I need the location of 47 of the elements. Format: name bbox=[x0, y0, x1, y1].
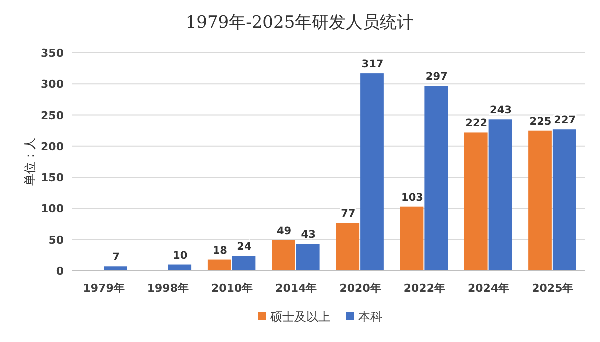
y-tick-label: 100 bbox=[41, 202, 64, 216]
bar bbox=[336, 223, 360, 271]
y-tick-label: 350 bbox=[41, 47, 64, 60]
data-label: 243 bbox=[490, 104, 512, 117]
data-label: 43 bbox=[301, 229, 316, 242]
chart-title: 1979年-2025年研发人员统计 bbox=[186, 13, 414, 33]
bar bbox=[232, 256, 256, 271]
x-tick-label: 2014年 bbox=[276, 282, 318, 295]
x-tick-label: 2022年 bbox=[404, 282, 446, 295]
data-label: 49 bbox=[276, 225, 292, 238]
bar bbox=[528, 130, 552, 271]
x-tick-label: 1998年 bbox=[147, 282, 189, 295]
legend-label: 硕士及以上 bbox=[270, 310, 330, 324]
x-tick-label: 1979年 bbox=[83, 282, 125, 295]
y-tick-label: 50 bbox=[48, 234, 64, 247]
data-label: 24 bbox=[237, 241, 252, 254]
data-label: 227 bbox=[554, 114, 576, 127]
y-tick-label: 150 bbox=[41, 172, 64, 185]
bar bbox=[464, 132, 488, 271]
bar bbox=[424, 86, 448, 271]
bar bbox=[488, 120, 512, 271]
y-tick-label: 200 bbox=[41, 140, 64, 154]
bar bbox=[208, 260, 232, 271]
x-tick-label: 2010年 bbox=[212, 282, 254, 295]
data-label: 225 bbox=[530, 116, 552, 128]
bar bbox=[272, 240, 296, 271]
data-label: 18 bbox=[212, 244, 228, 257]
y-tick-label: 0 bbox=[56, 265, 64, 278]
data-label: 103 bbox=[402, 192, 424, 204]
y-tick-label: 300 bbox=[41, 78, 64, 92]
bar bbox=[104, 266, 128, 271]
x-tick-label: 2025年 bbox=[532, 282, 574, 295]
legend-label: 本科 bbox=[358, 310, 382, 324]
data-label: 10 bbox=[173, 250, 188, 262]
y-tick-label: 250 bbox=[41, 109, 64, 122]
bar bbox=[296, 244, 320, 271]
x-tick-label: 2024年 bbox=[468, 282, 510, 295]
bar bbox=[552, 130, 576, 271]
data-label: 317 bbox=[362, 58, 384, 71]
data-label: 297 bbox=[426, 71, 448, 84]
data-label: 7 bbox=[112, 252, 120, 264]
bar bbox=[400, 206, 424, 271]
y-axis-title: 单位：人 bbox=[23, 138, 37, 186]
data-label: 222 bbox=[466, 118, 488, 130]
data-label: 77 bbox=[341, 208, 356, 220]
bar bbox=[360, 74, 384, 271]
x-tick-label: 2020年 bbox=[340, 282, 382, 295]
